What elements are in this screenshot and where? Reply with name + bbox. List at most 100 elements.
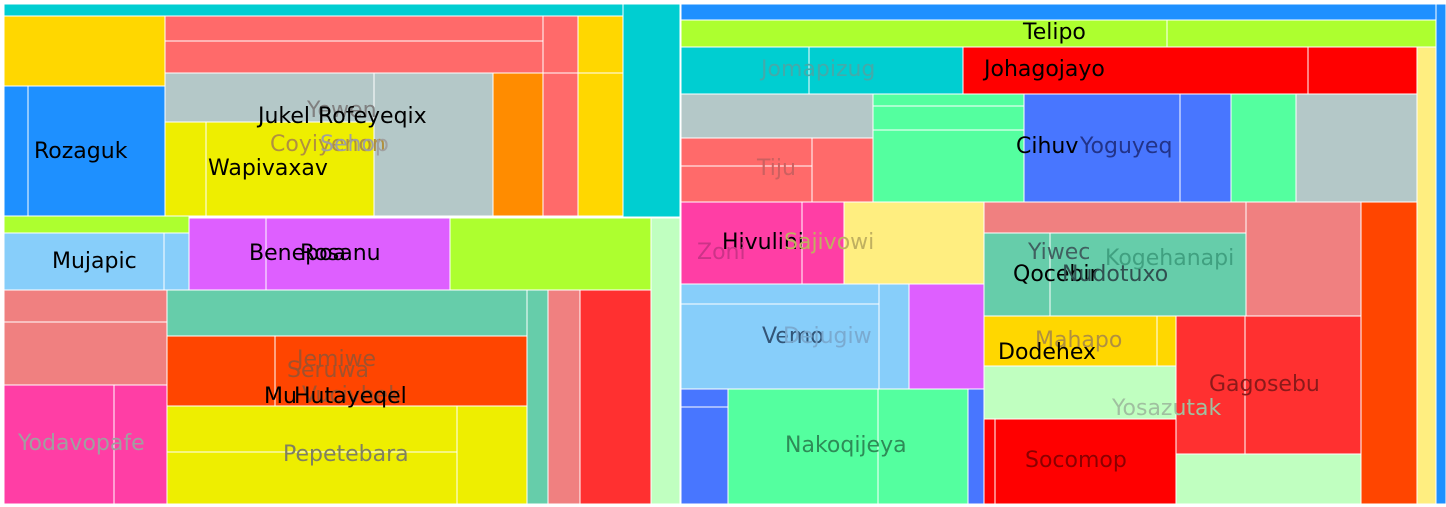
treemap-cell [3, 15, 166, 87]
treemap-cell [1230, 93, 1297, 203]
treemap-cell [1166, 19, 1437, 48]
treemap-cell-label: Cihuv [1016, 134, 1078, 159]
treemap-cell [166, 405, 458, 453]
treemap-cell [1360, 201, 1418, 505]
treemap-cell-label: Rozaguk [34, 139, 128, 164]
treemap-cell [680, 303, 880, 390]
treemap-cell-label: Johagojayo [982, 57, 1105, 82]
treemap-cell-label: Wapivaxav [208, 156, 328, 181]
treemap-cell [3, 384, 115, 505]
treemap-cell [680, 406, 729, 505]
treemap-cell-label: Benepoa [249, 241, 346, 266]
treemap-cell [872, 105, 1025, 131]
treemap-cell [680, 388, 729, 408]
treemap-cell [650, 217, 681, 505]
treemap-cell [878, 283, 910, 390]
treemap-cell-label: Yodavopafe [17, 431, 145, 456]
treemap-cell-label: Qocebir [1013, 262, 1099, 287]
treemap-cell [680, 201, 803, 285]
treemap-cell-label: Yiwec [1027, 240, 1090, 265]
treemap-cell [727, 388, 879, 505]
treemap-cell [1023, 93, 1181, 203]
treemap-cell [1435, 3, 1446, 505]
treemap-cell [265, 217, 451, 291]
treemap-cell [967, 388, 985, 505]
treemap-cell-label: Vemo [762, 324, 824, 349]
treemap-cell-label: Dodehex [998, 340, 1096, 365]
treemap-cell-label: Mujapic [52, 249, 137, 274]
treemap-cell-label: Hivulini [722, 230, 804, 255]
treemap-cell [680, 165, 813, 203]
treemap-cell [1179, 93, 1232, 203]
treemap-cell [843, 201, 985, 285]
treemap-cell [962, 46, 1309, 95]
treemap-cell-label: Jomapizug [759, 57, 875, 82]
treemap-cell [27, 85, 166, 217]
treemap-cell-label: Hutayeqel [294, 384, 407, 409]
treemap-cell-label: Yosazutak [1111, 396, 1222, 421]
treemap-cell-label: Nakoqijeya [785, 433, 907, 458]
treemap-cell-label: Yewen [306, 98, 377, 123]
treemap-cell [983, 365, 1177, 420]
treemap-cell-label: Rosanu [300, 241, 381, 266]
treemap-cell-label: Zoni [697, 240, 746, 265]
treemap-cell-label: Tiju [756, 156, 796, 181]
treemap-cell [526, 289, 549, 505]
treemap-cell-label: Jemiwe [295, 347, 376, 372]
treemap-cell [492, 72, 544, 217]
treemap-cell-label: Kogehanapi [1105, 246, 1234, 271]
treemap-cell [456, 405, 528, 505]
treemap-cell [163, 232, 190, 291]
treemap-cell-label: Gagosebu [1209, 372, 1320, 397]
treemap-cell [3, 215, 190, 234]
treemap-cell [205, 121, 375, 217]
treemap-cell [872, 129, 1025, 203]
treemap-cell [680, 19, 1168, 48]
treemap-cell [166, 335, 276, 407]
treemap-cell [1245, 201, 1362, 317]
treemap-cell [579, 289, 652, 505]
treemap-cell [1416, 46, 1437, 505]
treemap-cell-label: Pepetebara [283, 442, 409, 467]
treemap-cell [3, 289, 168, 323]
treemap-cell-label: Yoguyeq [1079, 134, 1172, 159]
treemap-cell [801, 201, 845, 285]
treemap-cell [3, 321, 168, 386]
treemap-cell [680, 46, 810, 95]
treemap-cell-label: Nudotuxo [1062, 262, 1168, 287]
treemap-cell [908, 283, 985, 390]
treemap-cell [3, 232, 165, 291]
treemap-cell [811, 137, 874, 203]
treemap-cell [3, 85, 29, 217]
treemap-cell [1175, 453, 1362, 505]
treemap-cell [1049, 232, 1247, 317]
treemap-cell-label: Sajivowi [784, 230, 874, 255]
treemap-cell [1156, 315, 1177, 367]
treemap-cell [164, 40, 544, 74]
treemap-cell [983, 418, 996, 505]
treemap-cell [547, 289, 581, 505]
treemap-cell [373, 72, 494, 217]
treemap-cell-label: Dejugiw [783, 324, 872, 349]
treemap-cell [877, 388, 969, 505]
treemap-cell-label: Sehop [320, 132, 389, 157]
treemap-cell-label: Coyiyenon [270, 132, 386, 157]
treemap-cell-label: Jukel [256, 104, 310, 129]
treemap-cell [577, 72, 624, 217]
treemap-cell [680, 3, 1437, 21]
treemap-cell-label: Rofeyeqix [318, 104, 427, 129]
treemap-cell [166, 451, 458, 505]
treemap-cell [872, 93, 1025, 107]
treemap-cell-label: Mu [264, 384, 297, 409]
treemap-cell [164, 72, 375, 123]
treemap-cell-label: Seruwa [287, 358, 369, 383]
treemap-cell [983, 201, 1247, 234]
treemap-cell [164, 15, 544, 42]
treemap-cell [680, 93, 874, 139]
treemap-cell [542, 72, 579, 217]
treemap-cell [680, 283, 880, 305]
treemap-cell [1307, 46, 1418, 95]
treemap-cell [622, 3, 681, 218]
treemap-cell-label: Vucivhek [302, 383, 401, 408]
